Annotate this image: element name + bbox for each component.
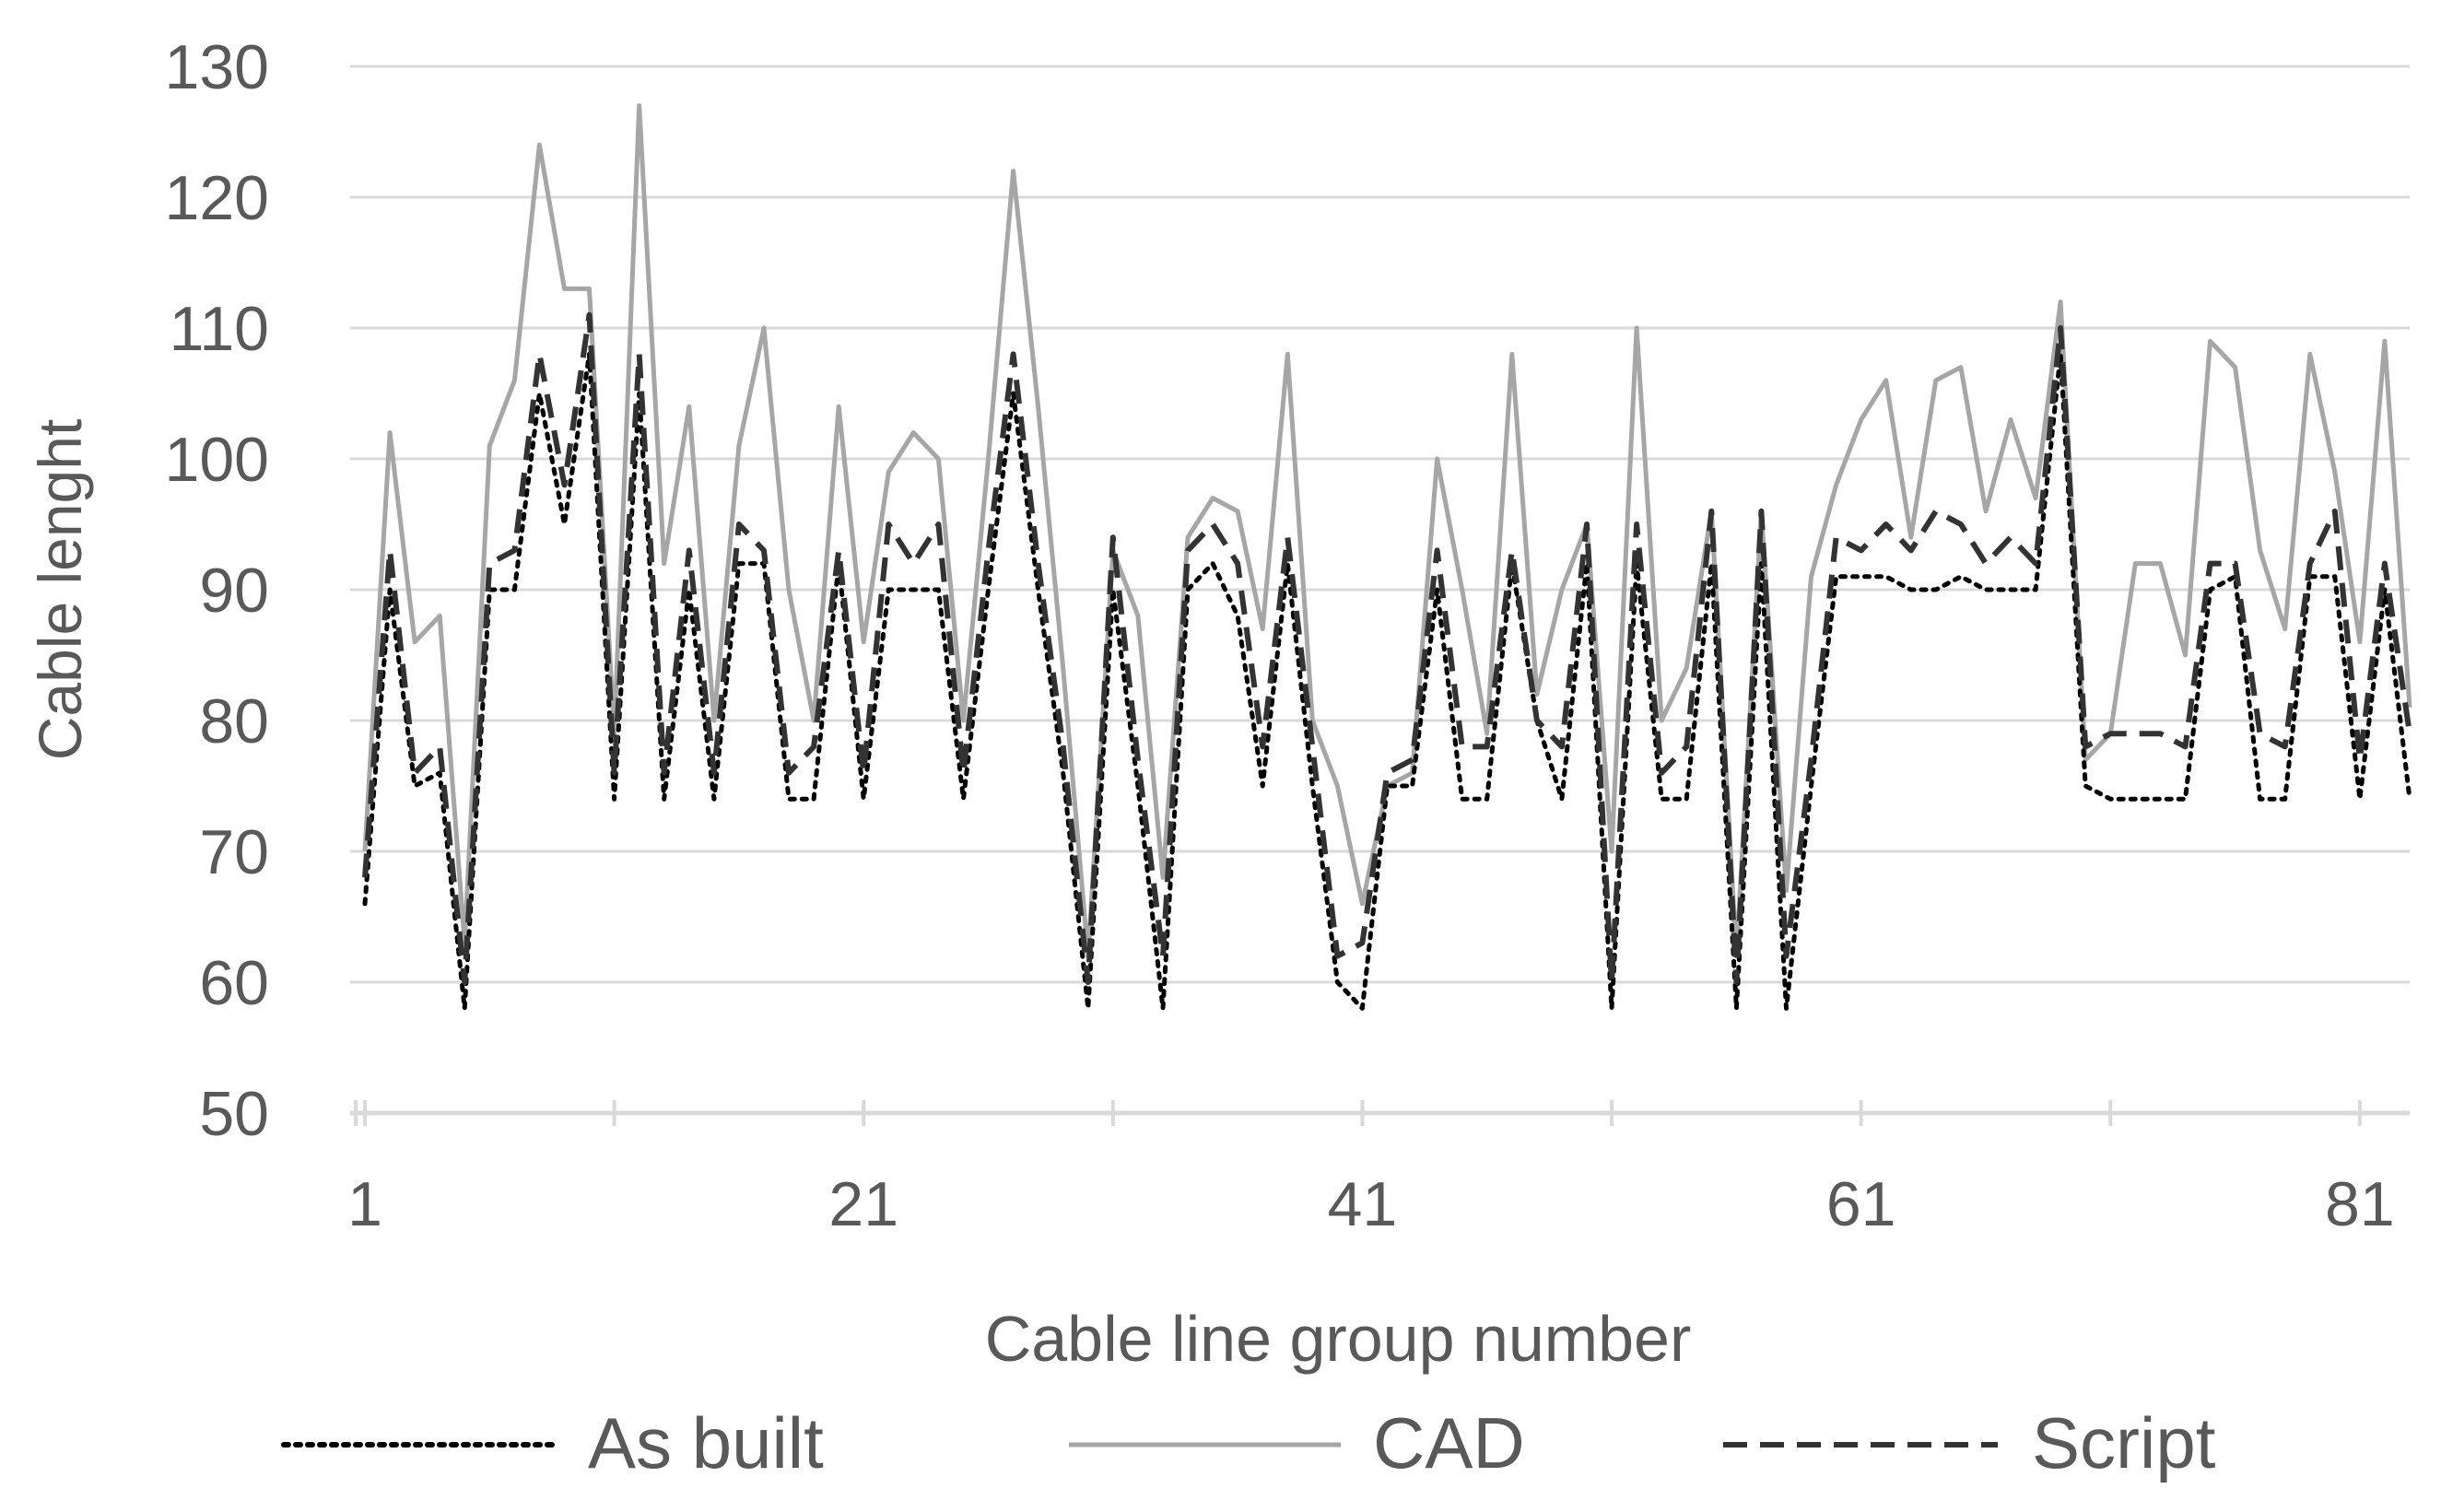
y-tick-label: 80	[199, 686, 269, 756]
y-tick-label: 110	[170, 294, 269, 364]
legend: As built CAD Script	[281, 1402, 2216, 1483]
x-tick-labels: 1 21 41 61 81	[347, 1169, 2395, 1239]
x-axis	[350, 1100, 2410, 1126]
y-tick-label: 60	[199, 948, 269, 1018]
series-line-as-built	[362, 351, 2412, 1011]
y-tick-label: 70	[199, 817, 269, 887]
y-tick-labels: 50 60 70 80 90 100 110 120 130	[165, 32, 269, 1149]
series-line-cad	[362, 103, 2412, 959]
x-tick-label: 21	[828, 1169, 898, 1239]
x-tick-label: 41	[1328, 1169, 1398, 1239]
y-tick-label: 90	[199, 556, 269, 626]
x-tick-label: 61	[1826, 1169, 1896, 1239]
series-line-script	[362, 311, 2412, 985]
x-tick-label: 81	[2325, 1169, 2395, 1239]
gridlines	[350, 64, 2410, 984]
legend-label: CAD	[1373, 1402, 1525, 1483]
y-tick-label: 100	[165, 425, 269, 495]
legend-label: Script	[2032, 1402, 2216, 1483]
y-tick-label: 50	[199, 1079, 269, 1149]
x-axis-title: Cable line group number	[985, 1303, 1692, 1375]
plot-series	[362, 103, 2412, 1011]
y-tick-label: 130	[165, 32, 269, 102]
x-tick-label: 1	[347, 1169, 382, 1239]
y-axis-title: Cable lenght	[26, 419, 94, 761]
legend-label: As built	[588, 1402, 824, 1483]
y-tick-label: 120	[165, 163, 269, 233]
